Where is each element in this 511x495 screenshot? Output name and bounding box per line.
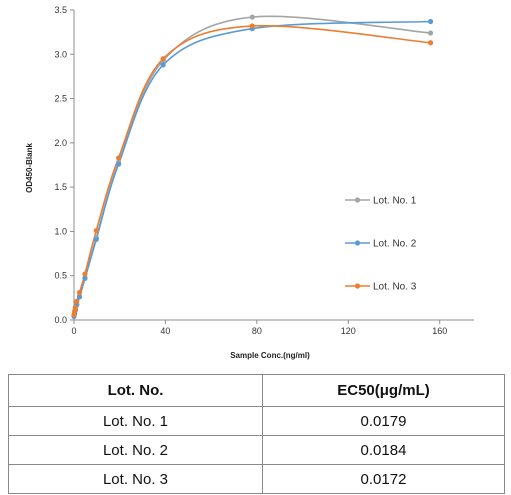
y-tick-label: 3.5	[54, 5, 67, 15]
od450-line-chart: 0.0 0.5 1.0 1.5 2.0 2.5 3.0 3.5 0 40 80 120 160 Lot.…	[25, 5, 474, 360]
x-tick-label: 80	[252, 326, 262, 336]
cell-ec50: 0.0179	[262, 406, 505, 436]
data-point-lot-3	[160, 56, 166, 62]
table-row: Lot. No. 3 0.0172	[8, 464, 505, 494]
legend-label-lot-1: Lot. No. 1	[373, 196, 417, 207]
data-point-lot-1	[249, 14, 255, 20]
legend-marker-lot-3	[354, 283, 361, 289]
y-tick-label: 0.0	[54, 315, 67, 325]
y-tick-label: 1.0	[54, 226, 67, 236]
series-line-lot-3	[73, 24, 431, 315]
y-axis-title: OD450-Blank	[25, 143, 34, 193]
legend-label-lot-3: Lot. No. 3	[373, 282, 417, 293]
data-point-lot-3	[93, 227, 99, 234]
cell-lot: Lot. No. 2	[8, 435, 263, 465]
table-header-row: Lot. No. EC50(μg/mL)	[8, 374, 505, 407]
y-tick-label: 0.5	[54, 271, 67, 281]
data-point-lot-2	[82, 275, 88, 281]
data-point-lot-2	[115, 161, 122, 167]
y-tick-label: 2.5	[54, 94, 67, 104]
x-axis-title: Sample Conc.(ng/ml)	[230, 351, 310, 360]
cell-ec50: 0.0172	[262, 464, 505, 494]
x-tick-label: 120	[341, 326, 356, 336]
data-point-lot-3	[76, 289, 83, 296]
data-point-lot-3	[72, 305, 78, 311]
y-tick-label: 1.5	[54, 182, 67, 192]
legend-label-lot-2: Lot. No. 2	[373, 239, 417, 250]
y-tick-label: 2.0	[54, 138, 67, 148]
cell-lot: Lot. No. 3	[8, 464, 263, 494]
series-line-lot-1	[73, 15, 431, 316]
data-point-lot-3	[427, 40, 434, 46]
data-point-lot-2	[93, 236, 99, 242]
data-point-lot-3	[249, 23, 255, 29]
x-tick-label: 40	[160, 326, 170, 336]
chart-axes: 0.0 0.5 1.0 1.5 2.0 2.5 3.0 3.5 0 40 80 120 160	[54, 5, 474, 336]
header-ec50: EC50(μg/mL)	[262, 374, 505, 407]
series-lines	[73, 15, 431, 317]
legend-marker-lot-2	[354, 240, 361, 246]
table-row: Lot. No. 2 0.0184	[8, 435, 505, 465]
chart-legend: Lot. No. 1 Lot. No. 2 Lot. No. 3	[345, 196, 417, 293]
series-points	[71, 14, 434, 320]
header-lot-no: Lot. No.	[8, 374, 263, 407]
data-point-lot-3	[115, 155, 122, 161]
legend-marker-lot-1	[354, 197, 361, 203]
y-tick-label: 3.0	[54, 49, 67, 59]
x-tick-label: 0	[71, 326, 76, 336]
cell-lot: Lot. No. 1	[8, 406, 263, 436]
data-point-lot-2	[76, 294, 83, 300]
x-tick-label: 160	[432, 326, 447, 336]
data-point-lot-3	[74, 298, 80, 304]
data-point-lot-1	[427, 30, 434, 36]
ec50-table: Lot. No. EC50(μg/mL) Lot. No. 1 0.0179 L…	[8, 374, 505, 494]
data-point-lot-2	[160, 62, 166, 68]
table-row: Lot. No. 1 0.0179	[8, 406, 505, 436]
data-point-lot-3	[82, 271, 88, 277]
cell-ec50: 0.0184	[262, 435, 505, 465]
series-line-lot-2	[73, 20, 431, 317]
data-point-lot-2	[427, 18, 434, 25]
